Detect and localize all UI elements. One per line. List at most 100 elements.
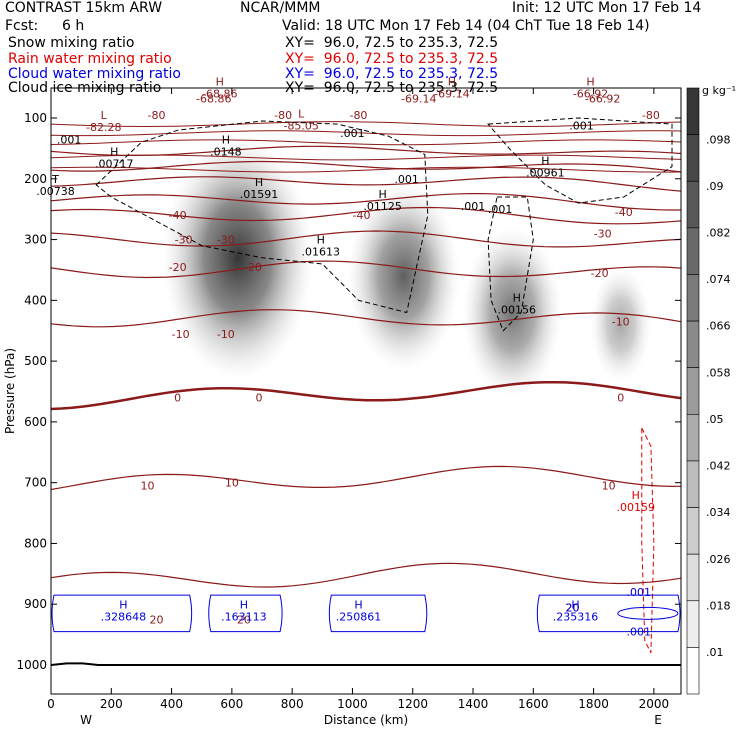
isotherm-line: [51, 380, 681, 411]
extremum-symbol: H: [586, 76, 594, 89]
extremum-symbol: L: [101, 109, 108, 122]
colorbar-label: .05: [706, 413, 724, 426]
app-title: CONTRAST 15km ARW: [5, 0, 163, 16]
forecast-hours: 6 h: [62, 18, 85, 34]
y-tick-label: 100: [24, 111, 47, 125]
isotherm-line: [51, 121, 681, 128]
x-tick-label: 200: [100, 697, 123, 711]
extremum-symbol: H: [240, 598, 248, 611]
isotherm-label: -20: [244, 261, 262, 274]
colorbar-segment: [686, 320, 700, 368]
x-tick-label: 1600: [518, 697, 549, 711]
extremum-symbol: T: [51, 173, 59, 186]
contour-level-label: 20: [565, 601, 579, 614]
isotherm-label: 10: [140, 480, 154, 493]
colorbar-segment: [686, 460, 700, 508]
y-axis-label: Pressure (hPa): [3, 348, 17, 434]
colorbar-segment: [686, 87, 700, 135]
x-tick-label: 1200: [397, 697, 428, 711]
extremum-value: .01125: [363, 200, 402, 213]
extremum-symbol: H: [632, 489, 640, 502]
colorbar-segment: [686, 367, 700, 415]
plot-frame: [50, 87, 682, 695]
isotherm-label: 0: [617, 392, 624, 405]
field-name-snow: Snow mixing ratio: [8, 35, 135, 51]
field-name-cloud-ice: Cloud ice mixing ratio: [8, 80, 162, 96]
colorbar-label: .018: [706, 599, 731, 612]
x-axis-east-label: E: [654, 713, 662, 727]
isotherm-label: -80: [349, 109, 367, 122]
colorbar-label: .098: [706, 133, 731, 146]
isotherm-label: -10: [217, 328, 235, 341]
contour-level-label: .001: [569, 119, 594, 132]
colorbar-label: .042: [706, 460, 731, 473]
isotherm-line: [51, 206, 681, 225]
x-tick-label: 1000: [337, 697, 368, 711]
isotherm-line: [51, 154, 681, 161]
extremum-symbol: H: [571, 598, 579, 611]
init-time: Init: 12 UTC Mon 17 Feb 14: [512, 0, 702, 16]
x-tick-label: 1800: [578, 697, 609, 711]
y-tick-label: 600: [24, 415, 47, 429]
isotherm-label: 10: [602, 480, 616, 493]
y-tick-label: 800: [24, 536, 47, 550]
extremum-symbol: L: [298, 107, 305, 120]
extremum-symbol: H: [317, 234, 325, 247]
colorbar-label: .09: [706, 180, 724, 193]
isotherm-label: 0: [255, 392, 262, 405]
isotherm-label: -68.86: [196, 93, 231, 106]
extremum-value: .00159: [617, 501, 656, 514]
snow-contour-dashed: [487, 196, 534, 332]
contour-level-label: .001: [488, 203, 513, 216]
snow-shading-blob: [347, 182, 460, 371]
y-tick-label: 900: [24, 597, 47, 611]
extremum-symbol: H: [354, 598, 362, 611]
isotherm-label: 20: [150, 613, 164, 626]
colorbar-label: .034: [706, 506, 731, 519]
extremum-value: .163113: [221, 610, 267, 623]
isotherm-line: [51, 230, 681, 248]
isotherm-line: [51, 176, 681, 192]
extremum-value: .00717: [95, 158, 134, 171]
colorbar-segment: [686, 180, 700, 229]
field-name-rain: Rain water mixing ratio: [8, 51, 172, 67]
colorbar-label: .026: [706, 553, 731, 566]
cloud-water-contour: [536, 594, 681, 633]
colorbar-label: .058: [706, 366, 731, 379]
extremum-symbol: H: [255, 176, 263, 189]
extremum-symbol: H: [216, 76, 224, 89]
y-tick-label: 300: [24, 233, 47, 247]
isotherm-label: -30: [175, 234, 193, 247]
colorbar-segment: [686, 507, 700, 555]
extremum-symbol: H: [541, 155, 549, 168]
isotherm-label: -10: [172, 328, 190, 341]
colorbar-segment: [686, 227, 700, 275]
y-tick-label: 400: [24, 293, 47, 307]
y-tick-label: 200: [24, 172, 47, 186]
surface-line: [51, 662, 681, 666]
snow-shading-blob: [462, 227, 562, 398]
extremum-symbol: H: [378, 188, 386, 201]
extremum-value: -82.28: [86, 121, 121, 134]
isotherm-line: [51, 160, 681, 173]
isotherm-label: 20: [565, 601, 579, 614]
field-xy-snow: XY= 96.0, 72.5 to 235.3, 72.5: [285, 35, 499, 51]
contour-level-label: .001: [627, 626, 652, 639]
isotherm-label: 0: [174, 392, 181, 405]
snow-shading-blob: [590, 266, 652, 383]
colorbar-segment: [686, 274, 700, 322]
isotherm-line: [51, 309, 681, 328]
colorbar-segment: [686, 647, 700, 695]
isotherm-line: [51, 166, 681, 173]
colorbar-segment: [686, 600, 700, 648]
x-tick-label: 0: [47, 697, 55, 711]
isotherm-label: -10: [612, 316, 630, 329]
valid-time: Valid: 18 UTC Mon 17 Feb 14 (04 ChT Tue …: [282, 18, 650, 34]
colorbar-unit: g kg⁻¹: [702, 84, 736, 97]
isotherm-label: -30: [594, 227, 612, 240]
y-tick-label: 500: [24, 354, 47, 368]
cloud-water-contour: [208, 594, 283, 633]
colorbar-label: .082: [706, 227, 731, 240]
snow-shading-blob: [163, 136, 313, 379]
